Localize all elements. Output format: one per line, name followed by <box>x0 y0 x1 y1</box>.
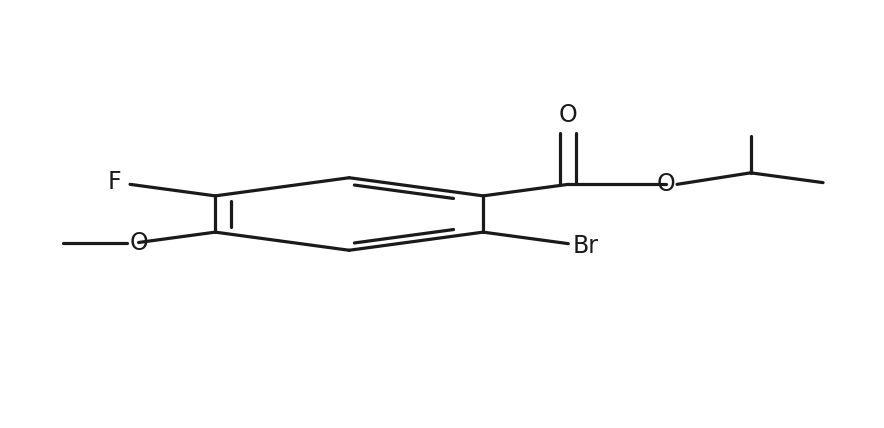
Text: O: O <box>656 172 674 196</box>
Text: O: O <box>129 231 148 255</box>
Text: Br: Br <box>573 234 598 258</box>
Text: O: O <box>559 103 577 127</box>
Text: F: F <box>108 170 121 194</box>
